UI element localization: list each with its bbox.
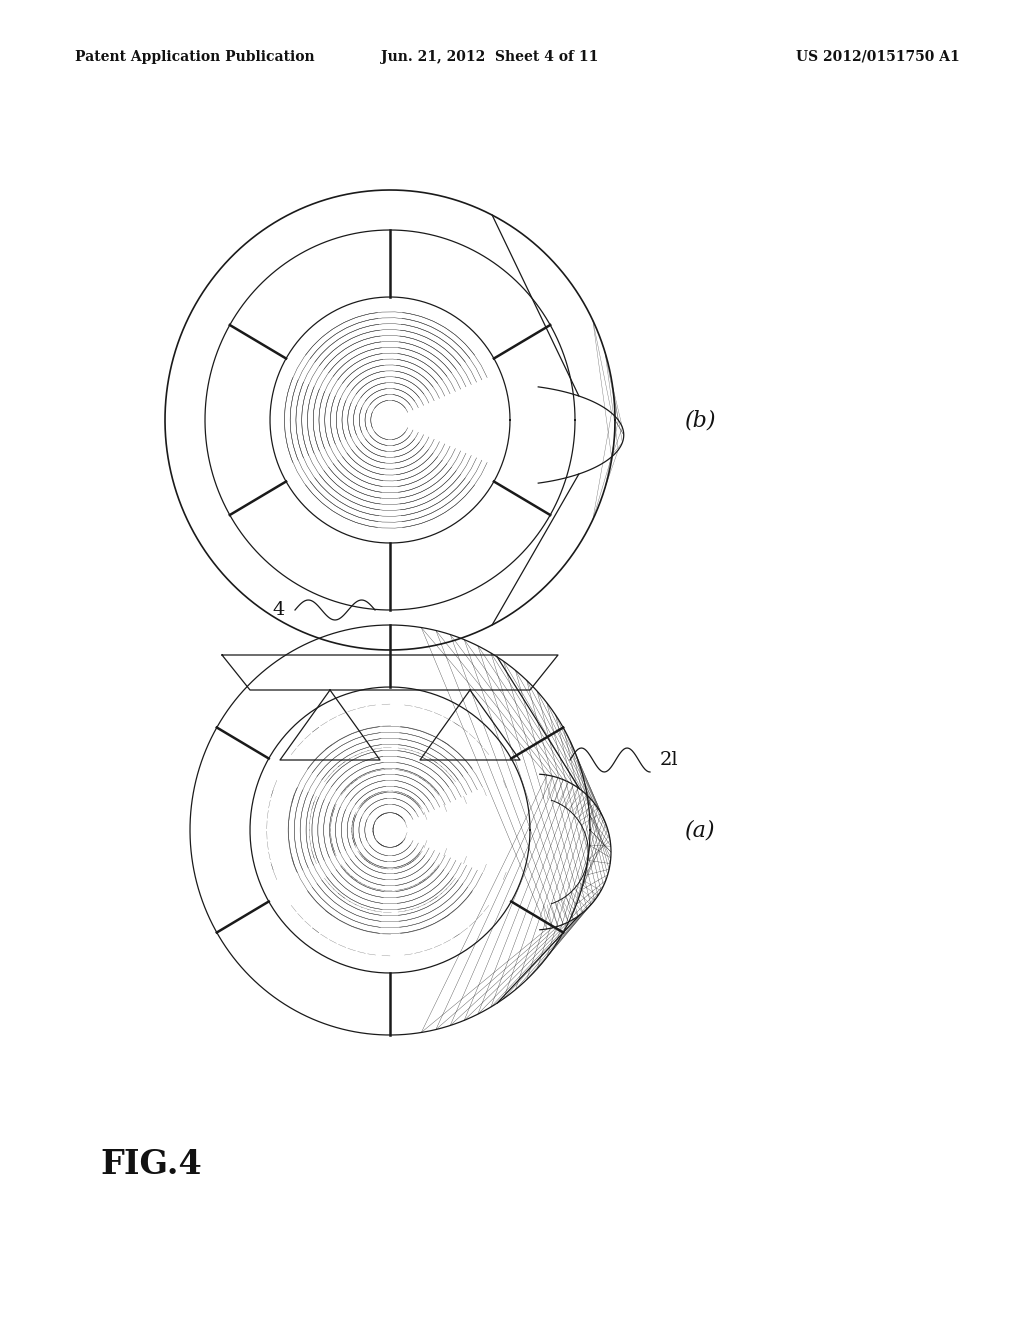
Text: US 2012/0151750 A1: US 2012/0151750 A1 [797, 50, 961, 63]
Text: 4: 4 [272, 601, 285, 619]
Text: 2l: 2l [660, 751, 679, 770]
Text: Jun. 21, 2012  Sheet 4 of 11: Jun. 21, 2012 Sheet 4 of 11 [381, 50, 599, 63]
Text: FIG.4: FIG.4 [100, 1148, 202, 1181]
Text: (b): (b) [685, 409, 717, 432]
Text: Patent Application Publication: Patent Application Publication [75, 50, 314, 63]
Text: (a): (a) [685, 818, 716, 841]
